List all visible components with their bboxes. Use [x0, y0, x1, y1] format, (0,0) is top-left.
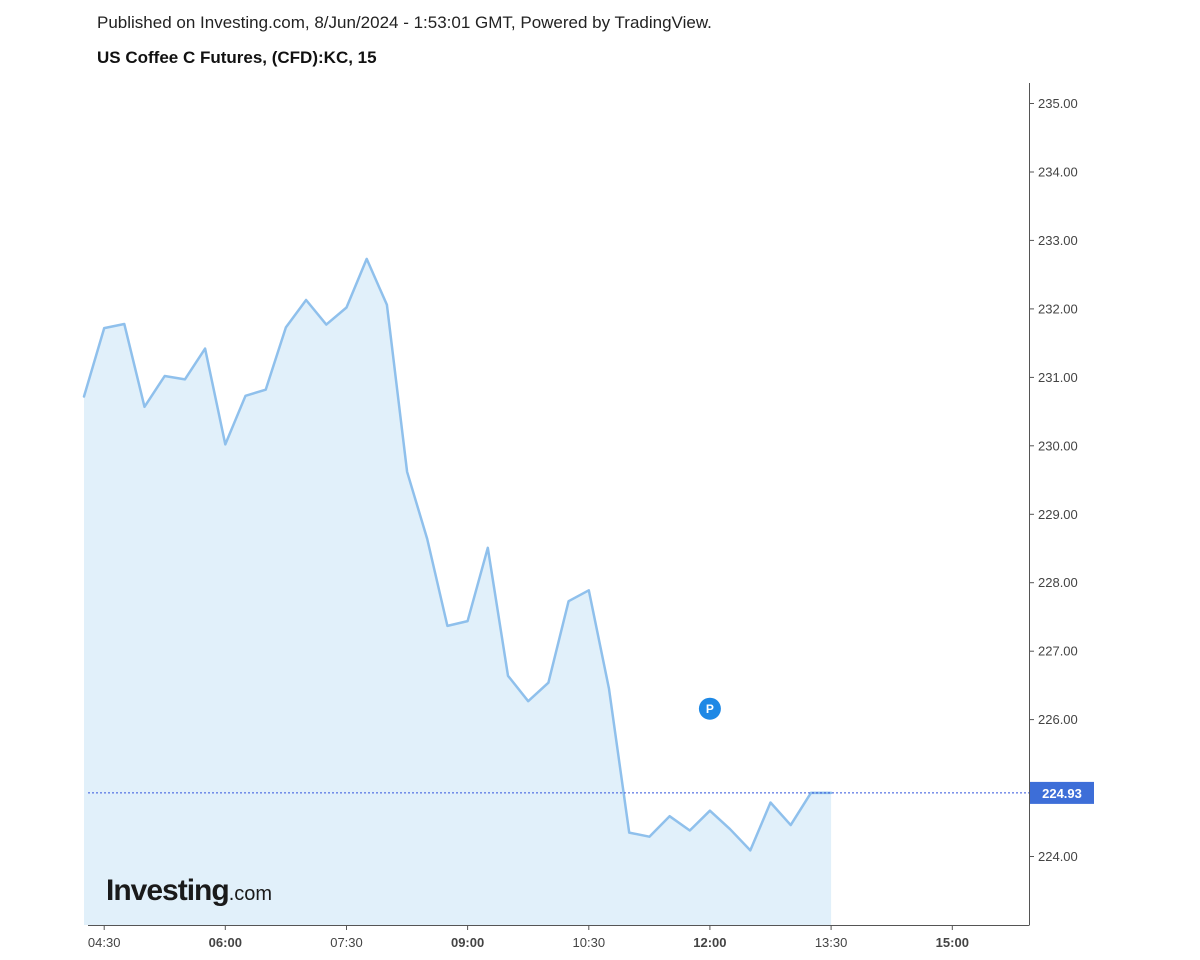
y-tick-label: 228.00: [1038, 575, 1078, 590]
y-tick-label: 232.00: [1038, 301, 1078, 316]
series-area-fill: [84, 258, 832, 925]
x-tick-label: 04:30: [88, 935, 121, 950]
series-line-layer: [82, 257, 833, 852]
published-info: Published on Investing.com, 8/Jun/2024 -…: [97, 13, 712, 32]
overlays: 224.93 P: [88, 697, 1094, 804]
x-tick-label: 10:30: [573, 935, 606, 950]
x-tick-label: 15:00: [936, 935, 969, 950]
series-line: [82, 257, 833, 852]
y-tick-label: 231.00: [1038, 370, 1078, 385]
y-tick-label: 224.00: [1038, 849, 1078, 864]
y-axis-ticks: 224.00225.00226.00227.00228.00229.00230.…: [1029, 96, 1078, 864]
x-tick-label: 06:00: [209, 935, 242, 950]
y-tick-label: 233.00: [1038, 233, 1078, 248]
x-tick-label: 09:00: [451, 935, 484, 950]
y-tick-label: 226.00: [1038, 712, 1078, 727]
last-price-label: 224.93: [1042, 786, 1082, 801]
y-tick-label: 235.00: [1038, 96, 1078, 111]
y-tick-label: 227.00: [1038, 644, 1078, 659]
investing-logo: Investing.com: [106, 874, 272, 908]
x-tick-label: 13:30: [815, 935, 848, 950]
last-price-tag: [1030, 781, 1094, 804]
logo-main-text: Investing: [106, 874, 230, 907]
axes: [88, 83, 1030, 926]
x-axis-ticks: 04:30 06:00 07:30 09:00 10:30 12:00 13:30 15:00: [88, 925, 969, 950]
logo-suffix-text: .com: [228, 883, 273, 905]
chart-title: US Coffee C Futures, (CFD):KC, 15: [97, 48, 377, 67]
y-tick-label: 234.00: [1038, 165, 1078, 180]
y-tick-label: 229.00: [1038, 507, 1078, 522]
p-marker-label: P: [706, 702, 714, 716]
x-tick-label: 07:30: [330, 935, 363, 950]
x-tick-label: 12:00: [693, 935, 726, 950]
y-tick-label: 230.00: [1038, 438, 1078, 453]
area-fill-layer: [84, 258, 832, 925]
p-marker: [698, 697, 721, 720]
